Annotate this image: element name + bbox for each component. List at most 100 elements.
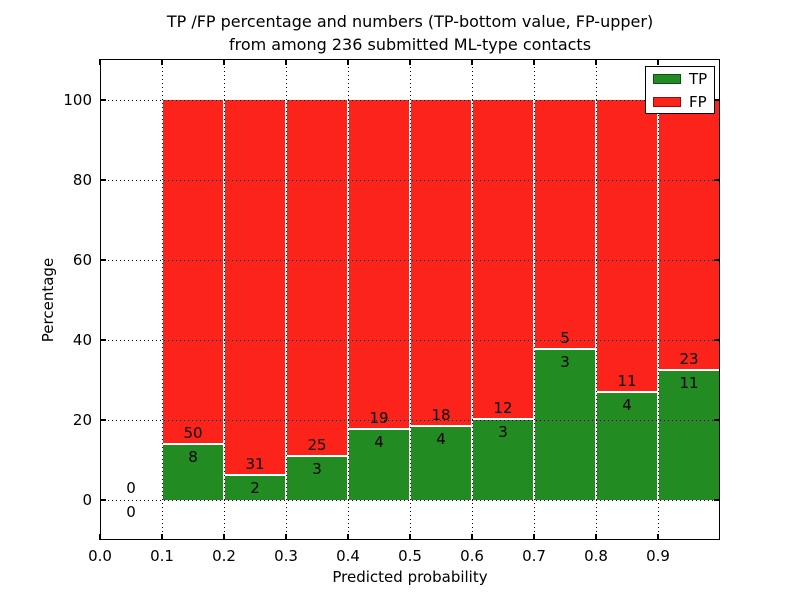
x-axis-label: Predicted probability	[332, 568, 488, 586]
legend-label-tp: TP	[689, 69, 708, 88]
bar-tp-0.3	[287, 457, 347, 500]
gridline-y-100	[100, 99, 720, 101]
x-tick-mark-top	[285, 59, 287, 65]
bar-fp-0.7	[535, 100, 595, 350]
x-tick-mark-top	[471, 59, 473, 65]
bar-tp-0.4	[349, 430, 409, 500]
x-tick-label: 0.2	[212, 547, 236, 565]
bar-tp-0.7	[535, 350, 595, 500]
legend-item-tp: TP	[646, 67, 714, 90]
x-tick-label: 0.6	[460, 547, 484, 565]
x-tick-mark-bottom	[347, 534, 349, 540]
y-tick-mark-right	[714, 339, 720, 341]
gridline-x-0.3	[285, 59, 287, 540]
bar-tp-0.5	[411, 427, 471, 500]
bar-tp-0.6	[473, 420, 533, 500]
x-tick-label: 0.5	[398, 547, 422, 565]
y-tick-mark-right	[714, 99, 720, 101]
tp-count-label: 2	[250, 478, 260, 497]
tp-count-label: 4	[436, 430, 446, 449]
y-tick-mark-left	[100, 339, 106, 341]
bar-tp-0.1	[163, 444, 223, 500]
gridline-y-80	[100, 179, 720, 181]
y-tick-label: 80	[72, 171, 92, 189]
gridline-x-0.2	[223, 59, 225, 540]
x-tick-label: 0.7	[522, 547, 546, 565]
y-tick-label: 0	[82, 491, 92, 509]
bar-fp-0.1	[163, 100, 223, 445]
x-tick-mark-top	[533, 59, 535, 65]
chart-title-line1: TP /FP percentage and numbers (TP-bottom…	[166, 12, 654, 31]
x-tick-mark-bottom	[285, 534, 287, 540]
x-tick-label: 0.8	[584, 547, 608, 565]
y-tick-label: 100	[63, 91, 92, 109]
bar-fp-0.4	[349, 100, 409, 431]
tp-count-label: 3	[560, 353, 570, 371]
x-tick-mark-top	[657, 59, 659, 65]
y-tick-mark-left	[100, 419, 106, 421]
x-tick-label: 0.4	[336, 547, 360, 565]
tp-count-label: 4	[374, 433, 384, 452]
gridline-x-0.7	[533, 59, 535, 540]
y-tick-mark-right	[714, 419, 720, 421]
gridline-y-40	[100, 339, 720, 341]
gridline-x-0.9	[657, 59, 659, 540]
tp-count-label: 8	[188, 447, 198, 466]
x-tick-label: 0.0	[88, 547, 112, 565]
fp-count-label: 11	[617, 372, 637, 391]
y-tick-mark-left	[100, 259, 106, 261]
fp-count-label: 0	[126, 479, 136, 497]
x-tick-mark-top	[99, 59, 101, 65]
x-tick-mark-top	[223, 59, 225, 65]
x-tick-mark-top	[409, 59, 411, 65]
x-tick-mark-top	[595, 59, 597, 65]
x-tick-mark-top	[161, 59, 163, 65]
tp-count-label: 3	[312, 460, 322, 479]
gridline-x-0.4	[347, 59, 349, 540]
gridline-y-60	[100, 259, 720, 261]
tp-count-label: 0	[126, 503, 136, 521]
y-tick-mark-right	[714, 499, 720, 501]
fp-count-label: 31	[245, 454, 265, 473]
tp-count-label: 3	[498, 423, 508, 441]
x-tick-mark-bottom	[223, 534, 225, 540]
x-tick-mark-bottom	[533, 534, 535, 540]
bar-fp-0.8	[597, 100, 657, 394]
x-tick-label: 0.9	[646, 547, 670, 565]
x-tick-label: 0.1	[150, 547, 174, 565]
y-tick-label: 20	[72, 411, 92, 429]
bar-fp-0.3	[287, 100, 347, 458]
legend-label-fp: FP	[689, 92, 707, 111]
x-tick-mark-bottom	[99, 534, 101, 540]
y-tick-mark-left	[100, 179, 106, 181]
bar-fp-0.5	[411, 100, 471, 428]
y-tick-mark-right	[714, 259, 720, 261]
plot-area: TP FP 0 0 50 8 31 2 25 3 19 4 18 4 12 3 5 3 11 4 23 11	[99, 59, 720, 540]
gridline-x-0.8	[595, 59, 597, 540]
tp-count-label: 4	[622, 396, 632, 415]
fp-count-label: 18	[431, 406, 451, 425]
gridline-y-20	[100, 419, 720, 421]
fp-count-label: 19	[369, 409, 389, 428]
gridline-x-0.6	[471, 59, 473, 540]
fp-count-label: 25	[307, 436, 327, 455]
fp-count-label: 12	[493, 399, 513, 417]
x-tick-mark-bottom	[409, 534, 411, 540]
fp-count-label: 5	[560, 329, 570, 347]
tp-color-swatch	[653, 73, 681, 84]
gridline-x-0.1	[161, 59, 163, 540]
legend: TP FP	[645, 66, 715, 114]
bar-tp-0.2	[225, 475, 285, 500]
gridline-x-0.5	[409, 59, 411, 540]
bar-tp-0.8	[597, 393, 657, 500]
x-tick-mark-top	[347, 59, 349, 65]
x-tick-mark-bottom	[161, 534, 163, 540]
fp-count-label: 50	[183, 423, 203, 442]
bar-fp-0.2	[225, 100, 285, 476]
fp-count-label: 23	[679, 349, 699, 368]
fp-color-swatch	[653, 96, 681, 107]
x-tick-mark-bottom	[657, 534, 659, 540]
gridline-y-0	[100, 499, 720, 501]
bar-tp-0.9	[659, 370, 719, 500]
